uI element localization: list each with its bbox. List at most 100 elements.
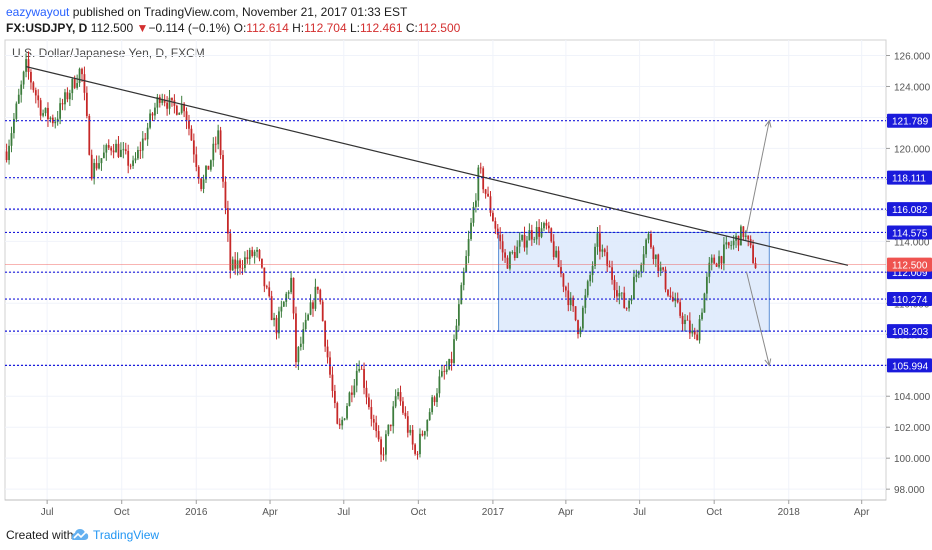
level-price-tag <box>887 202 932 217</box>
candle-body <box>387 424 390 435</box>
candle <box>389 424 392 432</box>
chart-title: U.S. Dollar/Japanese Yen, D, FXCM <box>12 46 205 60</box>
candle-body <box>137 150 139 159</box>
candle-body <box>119 149 122 157</box>
resistance-trendline <box>25 66 849 266</box>
candle-body <box>453 339 455 363</box>
candle-body <box>192 140 195 155</box>
price-chart[interactable]: U.S. Dollar/Japanese Yen, D, FXCM 98.000… <box>0 38 932 520</box>
tradingview-brand-link[interactable]: TradingView <box>93 528 160 542</box>
candle-body <box>139 150 142 151</box>
candle <box>253 249 256 264</box>
candle-body <box>64 92 66 105</box>
candle <box>477 164 480 207</box>
candle <box>574 306 577 322</box>
candle <box>533 236 536 243</box>
candle-body <box>385 434 387 455</box>
candle <box>178 112 181 115</box>
candle <box>244 251 246 273</box>
candle <box>727 241 730 249</box>
candle-body <box>598 233 601 252</box>
candle <box>156 93 159 114</box>
candle <box>110 145 113 156</box>
price-axis[interactable]: 98.000100.000102.000104.000106.000108.00… <box>886 51 932 496</box>
candle-body <box>207 165 210 170</box>
candle-body <box>740 226 742 246</box>
time-tick-label: Jul <box>337 507 350 518</box>
candle <box>195 146 198 172</box>
candle-body <box>487 193 489 197</box>
time-axis[interactable]: Jul Oct 2016 Apr Jul Oct 2017 Apr Jul Oct 2018 Apr <box>5 499 886 518</box>
candle-body <box>209 160 212 170</box>
candle-body <box>411 429 414 445</box>
author-link[interactable]: eazywayout <box>6 5 70 19</box>
candle-body <box>596 233 599 247</box>
candle-body <box>188 120 190 129</box>
candle <box>628 298 630 312</box>
candle-body <box>382 454 385 456</box>
candle <box>326 339 329 364</box>
candle-body <box>455 325 458 340</box>
projection-arrow <box>746 272 770 366</box>
candle-body <box>472 206 475 223</box>
candle <box>450 351 453 371</box>
candle-body <box>168 97 171 109</box>
candle <box>49 116 52 123</box>
candle-body <box>623 292 626 308</box>
candle-body <box>457 304 460 326</box>
level-price-tag <box>887 292 932 307</box>
candle <box>613 275 616 299</box>
candle <box>754 257 757 269</box>
candle-body <box>253 251 256 256</box>
candle-body <box>533 239 536 241</box>
candle-body <box>268 287 271 297</box>
candle <box>365 380 368 405</box>
candle-body <box>222 154 224 182</box>
candle <box>102 144 105 159</box>
candle-body <box>156 97 159 108</box>
candle-body <box>438 376 441 394</box>
candle-body <box>316 286 319 290</box>
candle-body <box>185 111 188 121</box>
candle <box>122 141 125 159</box>
candle <box>676 292 679 304</box>
candle <box>27 51 30 80</box>
candle <box>564 285 567 298</box>
candle <box>516 240 519 259</box>
candle-body <box>608 265 611 268</box>
candle <box>234 252 237 275</box>
candle <box>718 250 720 269</box>
candle <box>261 258 263 269</box>
symbol-label: FX:USDJPY, D <box>6 21 88 35</box>
drawings <box>25 66 849 367</box>
candle-body <box>350 392 353 395</box>
candle <box>290 270 293 295</box>
candle-body <box>217 130 220 145</box>
candle-body <box>686 319 689 321</box>
candle-body <box>569 297 572 306</box>
candle-body <box>329 357 331 375</box>
candle-body <box>754 263 757 269</box>
candle <box>650 230 652 249</box>
candle <box>482 166 485 194</box>
candle-body <box>158 97 161 103</box>
candle <box>569 292 572 311</box>
candle <box>15 101 18 123</box>
candle-body <box>693 330 696 335</box>
level-price-tag <box>887 170 932 185</box>
candle-body <box>195 154 198 167</box>
candle <box>688 312 691 340</box>
candle <box>472 202 475 227</box>
candle-body <box>545 222 548 226</box>
candle <box>134 152 137 164</box>
candle-body <box>212 143 215 161</box>
candle <box>107 139 110 150</box>
candle-body <box>647 233 650 240</box>
candle <box>647 231 650 244</box>
candle <box>304 312 307 331</box>
candle-body <box>375 422 378 432</box>
candle-body <box>273 317 275 321</box>
candle <box>550 227 553 243</box>
candle <box>484 188 487 199</box>
candle <box>146 122 149 146</box>
